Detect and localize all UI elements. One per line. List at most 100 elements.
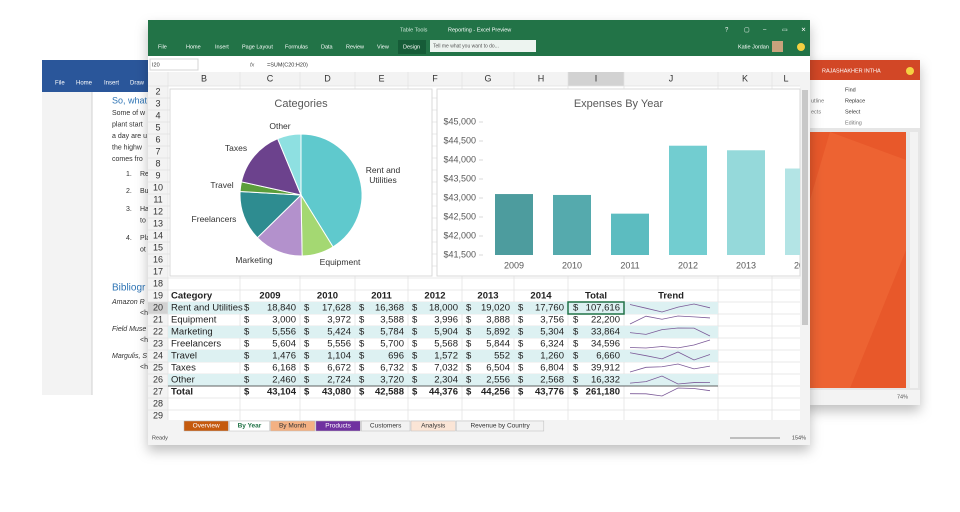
x-tick-label: 2014 xyxy=(794,260,814,270)
value-cell: 5,556 xyxy=(272,327,296,338)
column-header: K xyxy=(742,73,748,83)
currency: $ xyxy=(573,375,579,386)
value-cell: 696 xyxy=(388,351,404,362)
currency: $ xyxy=(304,339,310,350)
ribbon-tab: Formulas xyxy=(285,44,308,50)
row-header: 11 xyxy=(153,194,162,204)
row-header: 7 xyxy=(155,146,160,156)
pie-label: Taxes xyxy=(224,143,248,153)
header-cell: 2011 xyxy=(371,291,392,302)
sheet-tab[interactable] xyxy=(229,420,270,432)
sheet-tab[interactable] xyxy=(183,420,229,432)
status-bar xyxy=(148,432,810,445)
value-cell: 2,304 xyxy=(434,375,458,386)
list-text: Pla xyxy=(140,235,150,242)
sparkline xyxy=(629,339,711,349)
ppt-scrollbar xyxy=(910,132,918,388)
sheet-tab[interactable] xyxy=(315,420,361,432)
value-cell: 5,304 xyxy=(540,327,564,338)
window-control: ? xyxy=(725,28,729,34)
ribbon-tab: Page Layout xyxy=(242,44,273,50)
value-cell: 6,732 xyxy=(380,363,404,374)
list-number: 1. xyxy=(126,171,132,178)
name-box-text: I20 xyxy=(152,62,160,68)
row-header: 12 xyxy=(153,206,163,216)
sparkline xyxy=(629,351,711,361)
y-tick-label: $43,000 xyxy=(443,192,476,202)
chart-title: Categories xyxy=(274,98,328,110)
list-number: 4. xyxy=(126,235,132,242)
pie-label: Equipment xyxy=(319,257,361,267)
value-cell: 5,568 xyxy=(434,339,458,350)
row-header: 22 xyxy=(153,326,163,336)
value-cell: 1,476 xyxy=(272,351,296,362)
slide-facet xyxy=(810,132,906,388)
ppt-status xyxy=(805,390,920,405)
row-header: 2 xyxy=(155,86,160,96)
currency: $ xyxy=(573,315,579,326)
row-header: 20 xyxy=(153,302,163,312)
currency: $ xyxy=(518,363,524,374)
list-text: Ha xyxy=(140,206,149,213)
value-cell: 44,376 xyxy=(429,387,458,398)
header-cell: Total xyxy=(585,291,607,302)
bar xyxy=(495,194,533,255)
currency: $ xyxy=(466,315,472,326)
reference-link: <h xyxy=(140,310,148,317)
value-cell: 3,996 xyxy=(434,315,458,326)
sheet-tab[interactable] xyxy=(361,420,411,432)
currency: $ xyxy=(412,363,418,374)
value-cell: 5,700 xyxy=(380,339,404,350)
value-cell: 5,424 xyxy=(327,327,351,338)
currency: $ xyxy=(359,351,365,362)
ribbon-button: Select xyxy=(845,109,861,115)
pie-label: Travel xyxy=(210,180,234,190)
row-header: 13 xyxy=(153,218,163,228)
sparkline xyxy=(629,315,711,325)
category-cell: Marketing xyxy=(171,327,213,338)
sheet-tab-label: Revenue by Country xyxy=(470,423,530,430)
window-control: ✕ xyxy=(801,28,806,34)
currency: $ xyxy=(359,303,365,314)
currency: $ xyxy=(359,363,365,374)
value-cell: 6,324 xyxy=(540,339,564,350)
currency: $ xyxy=(518,315,524,326)
list-text: to xyxy=(140,217,146,224)
row-band xyxy=(168,350,718,362)
currency: $ xyxy=(518,339,524,350)
pie-chart: Categories xyxy=(169,88,433,277)
bar-chart: Expenses By Year $41,500 $42,000 $42,500 $43… xyxy=(436,88,814,277)
value-cell: 1,260 xyxy=(540,351,564,362)
value-cell: 3,000 xyxy=(272,315,296,326)
sheet-tab[interactable] xyxy=(456,420,545,432)
header-cell: 2009 xyxy=(259,291,280,302)
value-cell: 5,784 xyxy=(380,327,404,338)
currency: $ xyxy=(304,303,310,314)
reference-link: <h xyxy=(140,364,148,371)
reference-link: <h xyxy=(140,337,148,344)
window-control: ▢ xyxy=(744,28,750,34)
word-line: plant start xyxy=(112,121,143,128)
currency: $ xyxy=(304,327,310,338)
sheet-tab-label: By Month xyxy=(279,423,307,430)
sheet-tab-label: Analysis xyxy=(421,423,446,430)
value-cell: 19,020 xyxy=(481,303,510,314)
total-cell: 16,332 xyxy=(591,375,620,386)
y-tick-label: $44,500 xyxy=(443,135,476,145)
sheet-tab[interactable] xyxy=(410,420,456,432)
column-header: I xyxy=(595,73,598,83)
currency: $ xyxy=(412,327,418,338)
ribbon-item: utline xyxy=(811,98,824,104)
currency: $ xyxy=(244,327,250,338)
reference: Amazon R xyxy=(111,299,145,306)
total-cell: 22,200 xyxy=(591,315,620,326)
category-cell: Taxes xyxy=(171,363,196,374)
user-avatar xyxy=(906,67,914,75)
sheet-tab[interactable] xyxy=(270,420,316,432)
sparkline xyxy=(629,387,711,397)
value-cell: 3,720 xyxy=(380,375,404,386)
column-header: E xyxy=(378,73,384,83)
value-cell: 43,104 xyxy=(267,387,297,398)
